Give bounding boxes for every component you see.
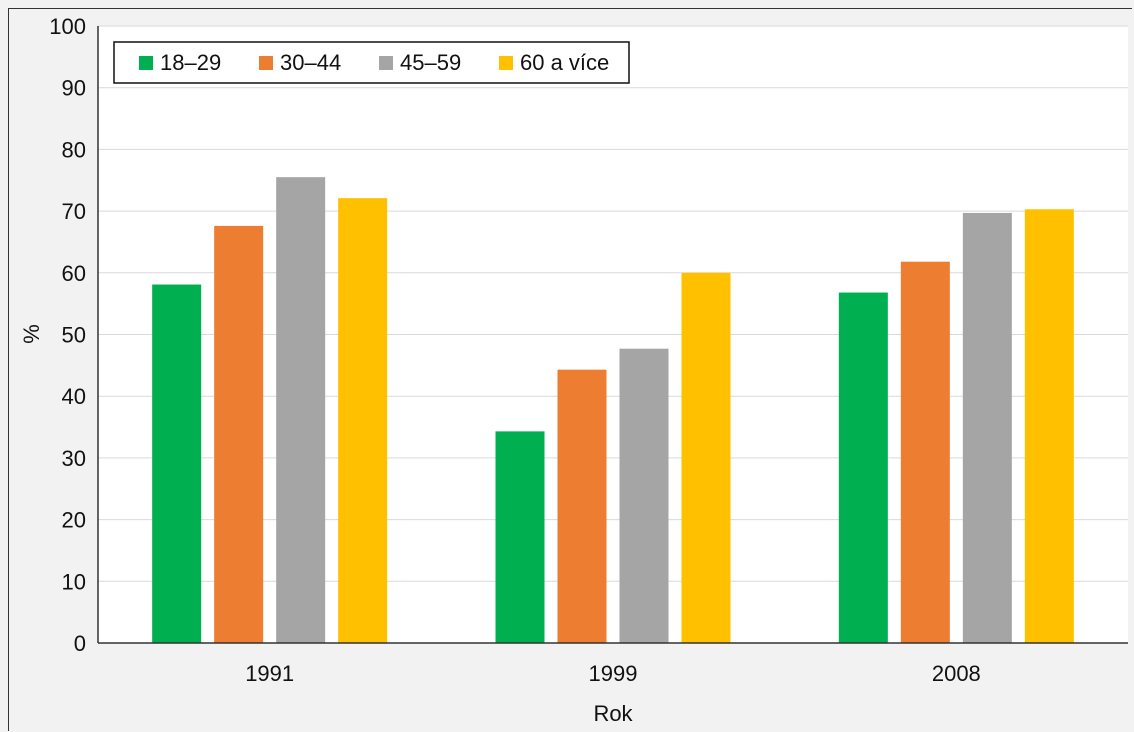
y-tick-label: 0 — [74, 631, 86, 656]
y-tick-label: 30 — [62, 446, 86, 471]
legend-swatch — [499, 56, 513, 70]
legend-label: 60 a více — [520, 50, 609, 75]
bar-1999-series-2 — [557, 369, 607, 643]
bar-1991-series-1 — [152, 284, 202, 643]
bar-1999-series-3 — [619, 348, 669, 643]
x-tick-labels: 1991 1999 2008 — [245, 661, 981, 686]
y-axis-title: % — [19, 324, 44, 344]
y-tick-label: 10 — [62, 569, 86, 594]
legend-swatch — [139, 56, 153, 70]
bar-2008-series-2 — [900, 261, 950, 643]
legend-label: 18–29 — [160, 50, 221, 75]
y-tick-label: 50 — [62, 323, 86, 348]
legend-label: 45–59 — [400, 50, 461, 75]
y-tick-label: 20 — [62, 508, 86, 533]
bar-1991-series-4 — [338, 198, 388, 643]
bar-1999-series-1 — [495, 431, 545, 643]
legend: 18–29 30–44 45–59 60 a více — [113, 41, 630, 84]
legend-box — [113, 41, 630, 84]
legend-label: 30–44 — [280, 50, 341, 75]
chart-container: 0 10 20 30 40 50 60 70 80 90 100 1991 1999 2008 Rok … — [8, 8, 1132, 731]
gridlines — [98, 25, 1128, 582]
axes — [97, 26, 1128, 644]
y-tick-label: 80 — [62, 137, 86, 162]
bars — [152, 177, 1074, 644]
x-tick-label: 1991 — [245, 661, 294, 686]
bar-2008-series-1 — [838, 292, 888, 643]
y-tick-label: 60 — [62, 261, 86, 286]
bar-2008-series-4 — [1024, 209, 1074, 643]
x-tick-label: 1999 — [589, 661, 638, 686]
y-tick-label: 90 — [62, 76, 86, 101]
bar-2008-series-3 — [962, 212, 1012, 644]
x-axis-title: Rok — [593, 701, 633, 726]
legend-swatch — [379, 56, 393, 70]
y-tick-label: 100 — [49, 14, 86, 39]
bar-1991-series-3 — [276, 177, 326, 644]
x-tick-label: 2008 — [932, 661, 981, 686]
bar-1999-series-4 — [681, 272, 731, 643]
legend-swatch — [259, 56, 273, 70]
bar-1991-series-2 — [214, 225, 264, 643]
y-tick-labels: 0 10 20 30 40 50 60 70 80 90 100 — [49, 14, 86, 656]
y-tick-label: 40 — [62, 384, 86, 409]
y-tick-label: 70 — [62, 199, 86, 224]
